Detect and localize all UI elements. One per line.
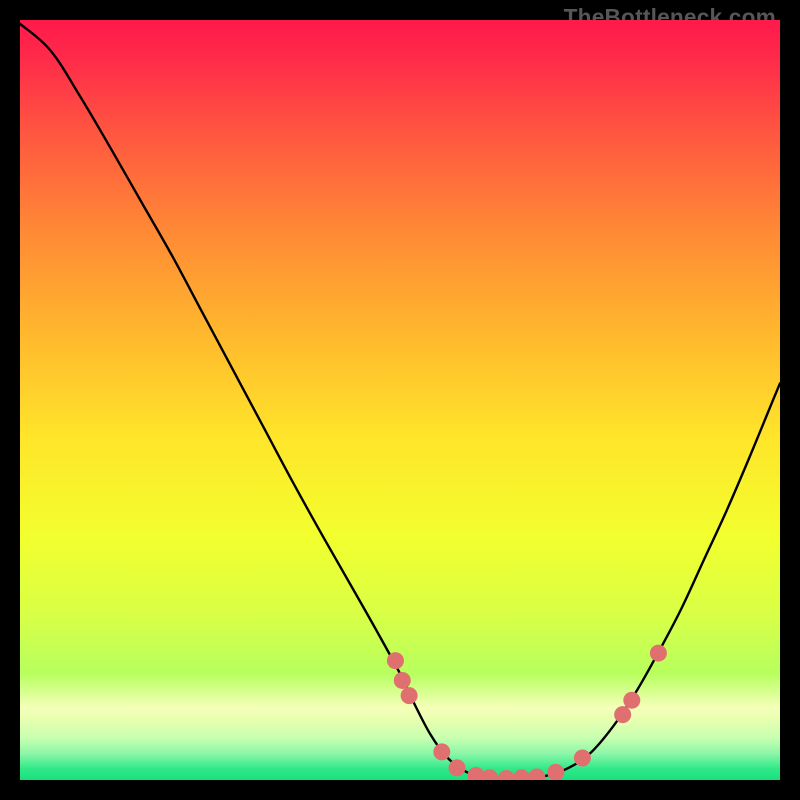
- curve-marker: [650, 645, 667, 662]
- curve-marker: [433, 743, 450, 760]
- curve-marker: [574, 749, 591, 766]
- curve-marker: [401, 687, 418, 704]
- chart-svg: [20, 20, 780, 780]
- curve-marker: [394, 672, 411, 689]
- curve-marker: [449, 759, 466, 776]
- curve-marker: [614, 706, 631, 723]
- curve-marker: [387, 652, 404, 669]
- plot-area: [20, 20, 780, 780]
- curve-marker: [623, 692, 640, 709]
